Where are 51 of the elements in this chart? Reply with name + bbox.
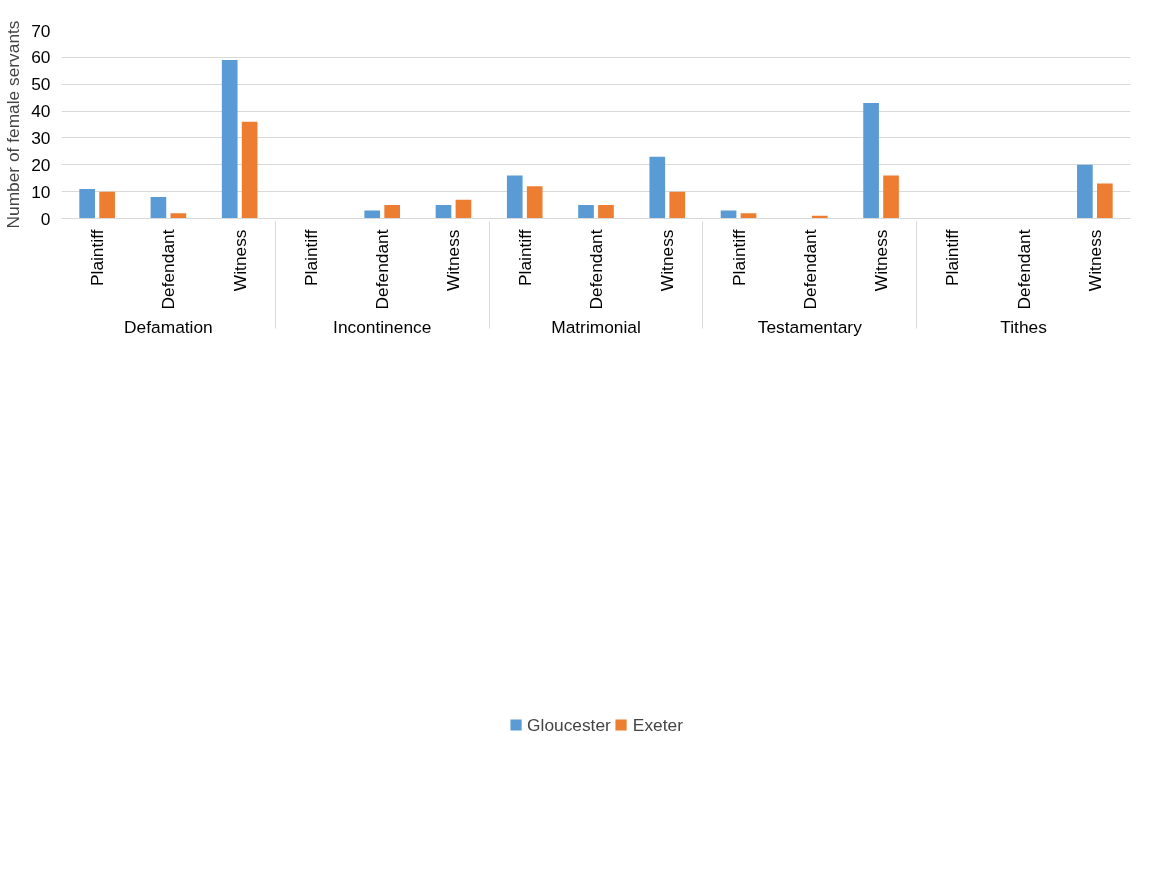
bar [598, 205, 614, 219]
bar [506, 175, 523, 219]
bar [150, 197, 167, 219]
x-tick-label: Defendant [372, 229, 393, 310]
bar [364, 210, 381, 219]
bar [649, 156, 666, 219]
y-tick-label: 50 [31, 74, 51, 95]
x-tick-label: Plaintiff [87, 229, 108, 287]
x-tick-label: Witness [871, 229, 892, 292]
text: Testamentary [757, 317, 863, 338]
x-tick-label: Witness [1084, 229, 1105, 292]
y-tick-label: 20 [31, 154, 51, 175]
text: Matrimonial [551, 317, 641, 338]
bar [241, 121, 258, 219]
bar [863, 103, 879, 219]
bar [455, 199, 472, 219]
text: Tithes [1000, 317, 1048, 338]
bar [720, 210, 737, 219]
x-tick-label: Defendant [586, 229, 606, 310]
bar [221, 60, 238, 219]
y-tick-label: 0 [40, 208, 51, 229]
y-tick-label: 70 [31, 20, 51, 41]
x-tick-label: Plaintiff [514, 229, 535, 287]
bar [669, 191, 686, 219]
bar [883, 175, 899, 219]
text: Incontinence [333, 317, 432, 338]
y-tick-label: 60 [31, 47, 51, 68]
bar [99, 191, 115, 219]
bar [435, 205, 452, 219]
x-tick-label: Plaintiff [942, 229, 963, 287]
text: Defamation [124, 317, 213, 338]
y-tick-label: 40 [31, 101, 51, 122]
bar [578, 205, 594, 219]
y-tick-label: 30 [31, 127, 51, 148]
bar [384, 205, 401, 219]
y-tick-label: 10 [31, 181, 51, 202]
x-tick-label: Plaintiff [728, 229, 749, 287]
y-axis-title: Number of female servants [3, 20, 24, 229]
legend-label: Exeter [632, 714, 683, 736]
x-tick-label: Defendant [1013, 229, 1034, 310]
bar [1077, 164, 1093, 219]
x-tick-label: Witness [443, 229, 464, 292]
bar [526, 186, 543, 219]
x-tick-label: Witness [657, 229, 678, 292]
x-tick-label: Witness [229, 229, 250, 292]
bar [1097, 183, 1113, 219]
bar [79, 188, 95, 219]
x-tick-label: Defendant [799, 229, 820, 310]
x-tick-label: Defendant [158, 229, 179, 310]
x-tick-label: Plaintiff [300, 229, 321, 287]
legend-label: Gloucester [527, 714, 611, 736]
